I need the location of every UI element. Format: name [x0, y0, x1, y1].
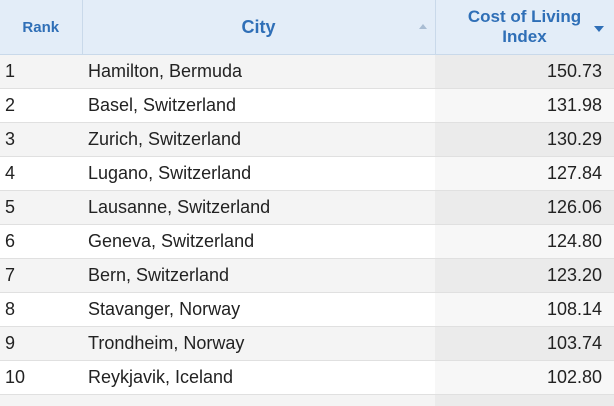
- city-cell: Lugano, Switzerland: [82, 156, 435, 191]
- table-row[interactable]: 5 Lausanne, Switzerland 126.06: [0, 190, 614, 225]
- city-cell: Geneva, Switzerland: [82, 224, 435, 259]
- rank-cell: 10: [0, 360, 82, 395]
- header-text: City: [241, 16, 276, 37]
- table-row[interactable]: 9 Trondheim, Norway 103.74: [0, 326, 614, 361]
- header-text: Cost of Living Index: [467, 7, 582, 46]
- city-cell: Hamilton, Bermuda: [82, 54, 435, 89]
- city-cell: Basel, Switzerland: [82, 88, 435, 123]
- index-cell: 131.98: [435, 88, 614, 123]
- rank-cell: 3: [0, 122, 82, 157]
- header-row: Rank City Cost of Living Index: [0, 0, 614, 55]
- index-cell: 150.73: [435, 54, 614, 89]
- rank-cell: 8: [0, 292, 82, 327]
- header-cell[interactable]: Cost of Living Index: [435, 0, 614, 55]
- table-row[interactable]: 3 Zurich, Switzerland 130.29: [0, 122, 614, 157]
- index-cell: 123.20: [435, 258, 614, 293]
- city-cell: Stavanger, Norway: [82, 292, 435, 327]
- index-cell: 126.06: [435, 190, 614, 225]
- table-row[interactable]: 2 Basel, Switzerland 131.98: [0, 88, 614, 123]
- rank-cell: 1: [0, 54, 82, 89]
- rank-cell: 6: [0, 224, 82, 259]
- rank-cell: 4: [0, 156, 82, 191]
- index-cell: 102.80: [435, 360, 614, 395]
- header-cell[interactable]: City: [82, 0, 436, 55]
- index-cell: 124.80: [435, 224, 614, 259]
- table-row[interactable]: 8 Stavanger, Norway 108.14: [0, 292, 614, 327]
- index-cell: 127.84: [435, 156, 614, 191]
- city-cell: Bern, Switzerland: [82, 258, 435, 293]
- partial-cell: [435, 395, 614, 406]
- index-cell: 130.29: [435, 122, 614, 157]
- table-row[interactable]: 7 Bern, Switzerland 123.20: [0, 258, 614, 293]
- table-row[interactable]: 1 Hamilton, Bermuda 150.73: [0, 54, 614, 89]
- rank-cell: 2: [0, 88, 82, 123]
- partial-row: [0, 395, 614, 406]
- city-cell: Zurich, Switzerland: [82, 122, 435, 157]
- rank-cell: 7: [0, 258, 82, 293]
- city-cell: Reykjavik, Iceland: [82, 360, 435, 395]
- table-header: Rank City Cost of Living Index: [0, 0, 614, 55]
- data-table: Rank City Cost of Living Index 1 Hamilton…: [0, 0, 614, 395]
- header-cell[interactable]: Rank: [0, 0, 83, 55]
- rank-cell: 5: [0, 190, 82, 225]
- header-text: Rank: [22, 18, 60, 36]
- table-body: 1 Hamilton, Bermuda 150.73 2 Basel, Switzerl…: [0, 54, 614, 395]
- city-cell: Lausanne, Switzerland: [82, 190, 435, 225]
- rank-cell: 9: [0, 326, 82, 361]
- index-cell: 108.14: [435, 292, 614, 327]
- sort-icon: [593, 26, 604, 32]
- table-row[interactable]: 6 Geneva, Switzerland 124.80: [0, 224, 614, 259]
- table-row[interactable]: 4 Lugano, Switzerland 127.84: [0, 156, 614, 191]
- index-cell: 103.74: [435, 326, 614, 361]
- city-cell: Trondheim, Norway: [82, 326, 435, 361]
- table-row[interactable]: 10 Reykjavik, Iceland 102.80: [0, 360, 614, 395]
- sort-icon: [418, 24, 427, 29]
